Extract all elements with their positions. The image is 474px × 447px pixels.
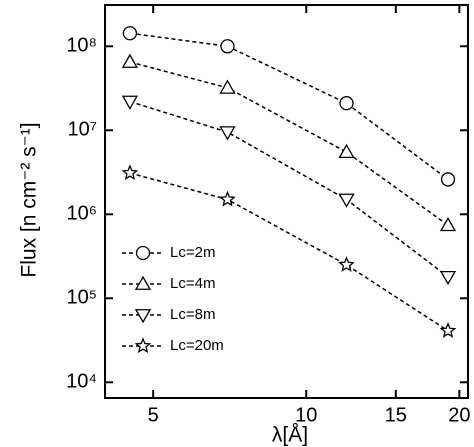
legend-label: Lc=2m [170,244,215,261]
marker [122,26,138,41]
x-tick-label: 20 [448,404,470,426]
marker [440,172,456,187]
x-tick-label: 10 [295,404,317,426]
x-tick-label: 15 [385,404,407,426]
marker [121,95,139,110]
marker [219,190,236,207]
y-tick-label: 10⁷ [68,119,97,141]
marker [220,39,235,54]
y-tick-label: 10⁶ [67,203,97,225]
marker [338,256,355,272]
marker [339,96,354,111]
series-line [129,61,449,226]
marker [338,193,355,208]
marker [121,53,139,68]
x-tick-label: 5 [148,404,159,426]
y-axis-label: Flux [n cm⁻² s⁻¹] [18,122,41,277]
marker [121,164,139,181]
x-axis-label: λ[Å] [272,424,308,447]
legend-marker [134,275,152,290]
legend-label: Lc=20m [170,337,224,354]
legend-marker [134,309,152,324]
series-line [129,172,449,332]
marker [219,79,236,94]
legend-marker [135,245,151,261]
marker [439,270,457,286]
y-tick-label: 10⁸ [66,35,97,57]
y-tick-label: 10⁵ [66,287,97,309]
series-line [129,32,449,181]
marker [439,216,457,232]
legend-label: Lc=4m [170,275,215,292]
y-tick-label: 10⁴ [66,371,97,393]
marker [439,322,457,338]
legend-marker [134,337,152,354]
plot-frame [104,4,469,399]
marker [338,143,355,158]
series-line [129,100,449,278]
legend-label: Lc=8m [170,306,215,323]
marker [219,126,236,141]
